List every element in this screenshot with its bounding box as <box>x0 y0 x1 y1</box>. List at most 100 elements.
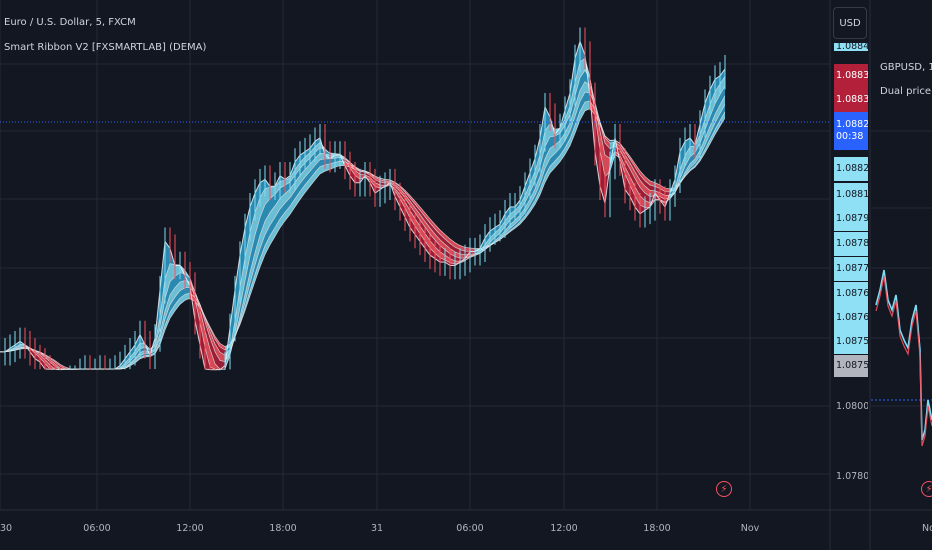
ribbon-band <box>700 145 705 159</box>
ribbon-band <box>710 129 715 144</box>
ribbon-band <box>265 198 270 222</box>
ribbon-band <box>185 287 190 295</box>
ribbon-band <box>695 134 700 153</box>
ribbon-band <box>285 206 290 221</box>
indicator-title[interactable]: Smart Ribbon V2 [FXSMARTLAB] (DEMA) <box>4 42 207 53</box>
price-label-value: 1.08769 <box>836 288 868 299</box>
ribbon-band <box>440 257 445 263</box>
ribbon-band <box>130 344 135 358</box>
ribbon-band <box>625 154 630 169</box>
ribbon-band <box>555 155 560 168</box>
ribbon-band <box>720 95 725 114</box>
ribbon-band <box>665 191 670 196</box>
ribbon-band <box>545 158 550 177</box>
ribbon-band <box>705 89 710 120</box>
ribbon-band <box>165 312 170 330</box>
ribbon-band <box>250 274 255 296</box>
price-label-value: 1.08753 <box>836 360 868 371</box>
ribbon-band <box>685 137 690 156</box>
ribbon-band <box>295 191 300 207</box>
ribbon-band <box>645 193 650 203</box>
ribbon-band <box>535 154 540 182</box>
ribbon-band <box>560 125 565 141</box>
ribbon-band <box>415 212 420 227</box>
ribbon-band <box>315 153 320 166</box>
ribbon-band <box>310 152 315 165</box>
ribbon-band <box>305 171 310 185</box>
lightning-icon-right[interactable]: ⚡ <box>921 481 932 497</box>
ribbon-band <box>415 204 420 215</box>
ribbon-band <box>165 241 170 279</box>
lightning-icon[interactable]: ⚡ <box>716 481 732 497</box>
ribbon-band <box>580 81 585 102</box>
ribbon-band <box>280 180 285 189</box>
ribbon-band <box>550 123 555 137</box>
price-label: 1.07800 <box>834 470 868 484</box>
ribbon-band <box>540 106 545 155</box>
ribbon-band <box>510 224 515 231</box>
ribbon-band <box>710 79 715 105</box>
ribbon-band <box>700 119 705 144</box>
right-indicator-title[interactable]: Dual price proj <box>880 86 932 97</box>
ribbon-band <box>415 218 420 234</box>
ribbon-band <box>435 234 440 246</box>
ribbon-band <box>430 240 435 254</box>
ribbon-band <box>300 169 305 184</box>
ribbon-band <box>305 178 310 193</box>
ribbon-band <box>215 336 220 347</box>
ribbon-band <box>420 219 425 234</box>
ribbon-band <box>660 185 665 192</box>
ribbon-band <box>310 165 315 179</box>
price-label: 1.08777 <box>834 257 868 281</box>
ribbon-band <box>555 133 560 145</box>
price-label: 1.08757 <box>834 330 868 354</box>
ribbon-band <box>240 280 245 317</box>
ribbon-band <box>495 228 500 238</box>
ribbon-band <box>550 144 555 159</box>
ribbon-band <box>440 239 445 250</box>
ribbon-band <box>455 242 460 250</box>
ribbon-band <box>210 349 215 370</box>
price-label-value: 1.08845 <box>836 43 868 51</box>
ribbon-band <box>695 155 700 166</box>
ribbon-band <box>50 362 55 369</box>
ribbon-band <box>420 233 425 249</box>
ribbon-band <box>590 101 595 115</box>
ribbon-band <box>165 263 170 299</box>
ribbon-band <box>580 58 585 78</box>
ribbon-band <box>220 346 225 355</box>
ribbon-band <box>660 188 665 196</box>
ribbon-band <box>35 351 40 358</box>
ribbon-band <box>625 159 630 177</box>
ribbon-band <box>245 256 250 295</box>
ribbon-band <box>135 348 140 359</box>
ribbon-band <box>420 206 425 217</box>
ribbon-band <box>655 182 660 189</box>
ribbon-band <box>400 194 405 208</box>
ribbon-band <box>685 156 690 173</box>
right-symbol-title[interactable]: GBPUSD, 15, F <box>880 62 932 73</box>
x-tick-label: 06:00 <box>83 523 110 534</box>
ribbon-band <box>520 212 525 223</box>
ribbon-band <box>580 102 585 121</box>
ribbon-band <box>450 238 455 248</box>
ribbon-band <box>400 191 405 203</box>
ribbon-band <box>410 205 415 219</box>
ribbon-band <box>350 167 355 183</box>
ribbon-band <box>520 195 525 211</box>
price-label-value: 1.08813 <box>836 189 868 200</box>
ribbon-band <box>140 350 145 356</box>
ribbon-band <box>175 282 180 297</box>
currency-button[interactable]: USD <box>833 7 867 39</box>
ribbon-band <box>540 146 545 177</box>
right-series-line-2 <box>875 275 932 447</box>
ribbon-band <box>410 201 415 213</box>
ribbon-band <box>255 235 260 266</box>
countdown-timer: 00:38 <box>836 131 864 142</box>
ribbon-band <box>450 243 455 252</box>
symbol-title[interactable]: Euro / U.S. Dollar, 5, FXCM <box>4 17 136 28</box>
ribbon-band <box>490 237 495 245</box>
ribbon-band <box>275 188 280 206</box>
ribbon-band <box>545 136 550 159</box>
